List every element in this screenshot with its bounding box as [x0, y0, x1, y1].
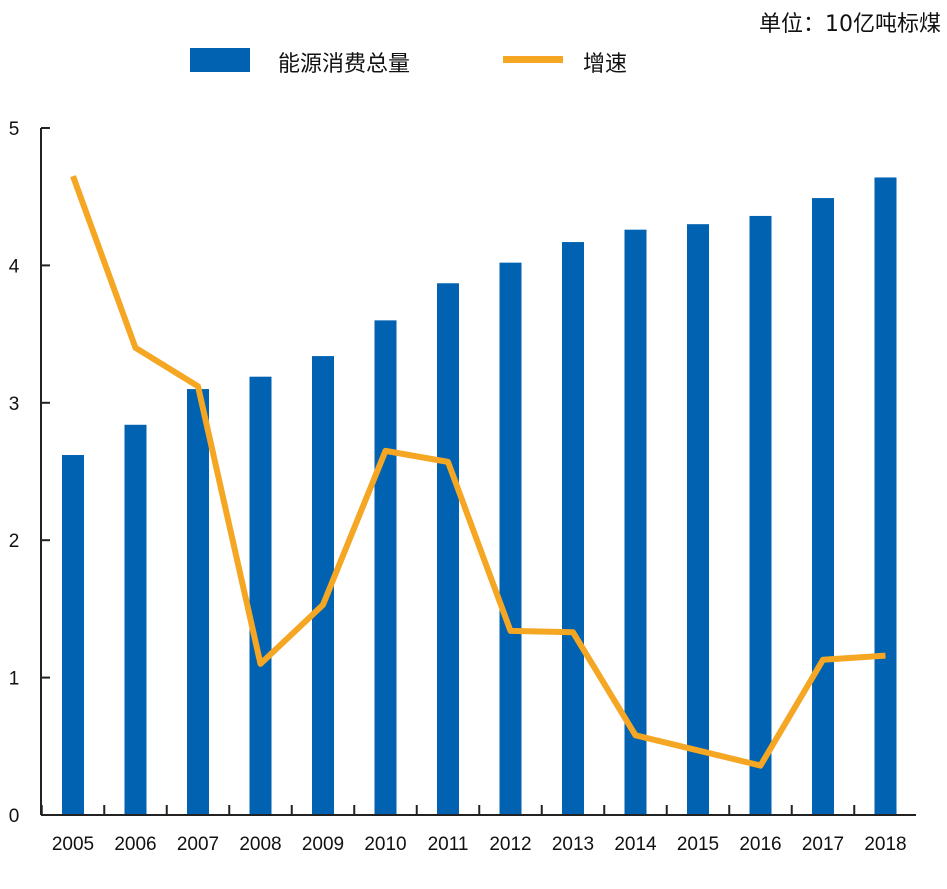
bar-2011 [437, 283, 459, 816]
x-tick-label-2016: 2016 [739, 834, 781, 855]
x-tick-label-2017: 2017 [802, 834, 844, 855]
legend-label-growth-rate: 增速 [583, 52, 628, 77]
legend-swatch-energy-total [190, 48, 250, 72]
x-tick-label-2011: 2011 [428, 834, 469, 855]
bar-2010 [374, 320, 397, 815]
bar-2015 [687, 224, 709, 815]
y-tick-label-3: 3 [9, 394, 20, 415]
bar-2008 [249, 376, 272, 815]
x-tick-label-2005: 2005 [52, 834, 94, 855]
bar-2007 [187, 389, 209, 815]
growth-rate-line [70, 175, 886, 769]
y-tick-label-2: 2 [9, 531, 20, 552]
y-tick-label-0: 0 [9, 806, 20, 827]
unit-label: 单位：10亿吨标煤 [759, 12, 941, 37]
x-tick-label-2009: 2009 [302, 834, 344, 855]
y-tick-label-5: 5 [9, 119, 20, 140]
bar-2017 [812, 198, 834, 816]
bar-2014 [624, 229, 647, 815]
bar-2006 [124, 424, 147, 815]
x-tick-label-2018: 2018 [864, 834, 906, 855]
x-tick-label-2006: 2006 [114, 834, 156, 855]
x-tick-label-2010: 2010 [364, 834, 406, 855]
bar-2013 [562, 242, 584, 816]
bar-2005 [62, 455, 84, 815]
x-tick-label-2012: 2012 [489, 834, 531, 855]
legend-label-energy-total: 能源消费总量 [278, 52, 411, 77]
y-tick-label-1: 1 [9, 669, 20, 690]
bar-2018 [874, 177, 897, 816]
bar-2016 [749, 215, 772, 815]
x-tick-label-2013: 2013 [552, 834, 594, 855]
y-tick-label-4: 4 [9, 256, 20, 277]
x-tick-label-2007: 2007 [177, 834, 219, 855]
legend: 能源消费总量 增速 [0, 0, 947, 100]
bar-2012 [499, 262, 522, 816]
x-tick-label-2014: 2014 [614, 834, 657, 855]
x-tick-label-2015: 2015 [677, 834, 719, 855]
bar-2009 [312, 356, 334, 815]
x-tick-label-2008: 2008 [239, 834, 281, 855]
legend-swatch-growth-rate [503, 56, 563, 63]
